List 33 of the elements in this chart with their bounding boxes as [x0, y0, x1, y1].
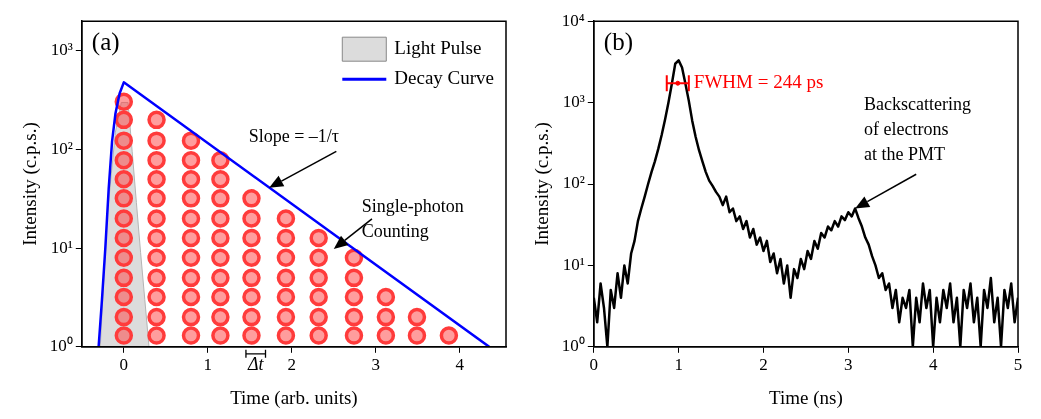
x-tick-label: 3	[371, 355, 381, 375]
annotation: Single-photon Counting	[361, 196, 464, 242]
y-tick-label: 10³	[562, 92, 585, 112]
y-tick-label: 10⁰	[49, 336, 73, 356]
y-tick-label: 10²	[562, 173, 585, 193]
y-tick-label: 10⁰	[561, 336, 585, 356]
y-tick-label: 10¹	[562, 254, 585, 274]
legend-label: Decay Curve	[394, 67, 495, 89]
y-axis-title: Intensity (c.p.s.)	[531, 122, 554, 246]
text: FWHM = 244 ps	[693, 71, 824, 93]
annotation: Slope = –1/τ	[248, 126, 340, 147]
annotation: (a)	[91, 28, 120, 57]
y-tick-label: 10²	[50, 139, 73, 158]
legend-label: Light Pulse	[394, 37, 482, 59]
x-tick-label: 0	[119, 355, 129, 375]
y-tick-label: 10⁴	[561, 10, 585, 30]
x-axis-title: Time (arb. units)	[230, 386, 358, 409]
x-tick-label: 1	[203, 355, 213, 375]
x-tick-label: 1	[674, 355, 683, 375]
annotation: (b)	[603, 28, 633, 57]
y-tick-label: 10¹	[50, 237, 73, 257]
x-axis-title: Time (ns)	[769, 386, 843, 409]
x-tick-label: 4	[455, 355, 465, 375]
y-tick-label: 10³	[50, 40, 73, 60]
y-axis-title: Intensity (c.p.s.)	[19, 122, 42, 246]
x-tick-label: 2	[287, 355, 297, 375]
x-tick-label: 4	[928, 355, 938, 375]
x-tick-label: 5	[1013, 355, 1023, 375]
x-tick-label: 2	[759, 355, 768, 375]
x-tick-label: 0	[589, 355, 599, 375]
annotation: Backscattering of electrons at the PMT	[864, 93, 971, 164]
x-tick-label: 3	[844, 355, 853, 375]
text: Δt	[246, 353, 265, 374]
